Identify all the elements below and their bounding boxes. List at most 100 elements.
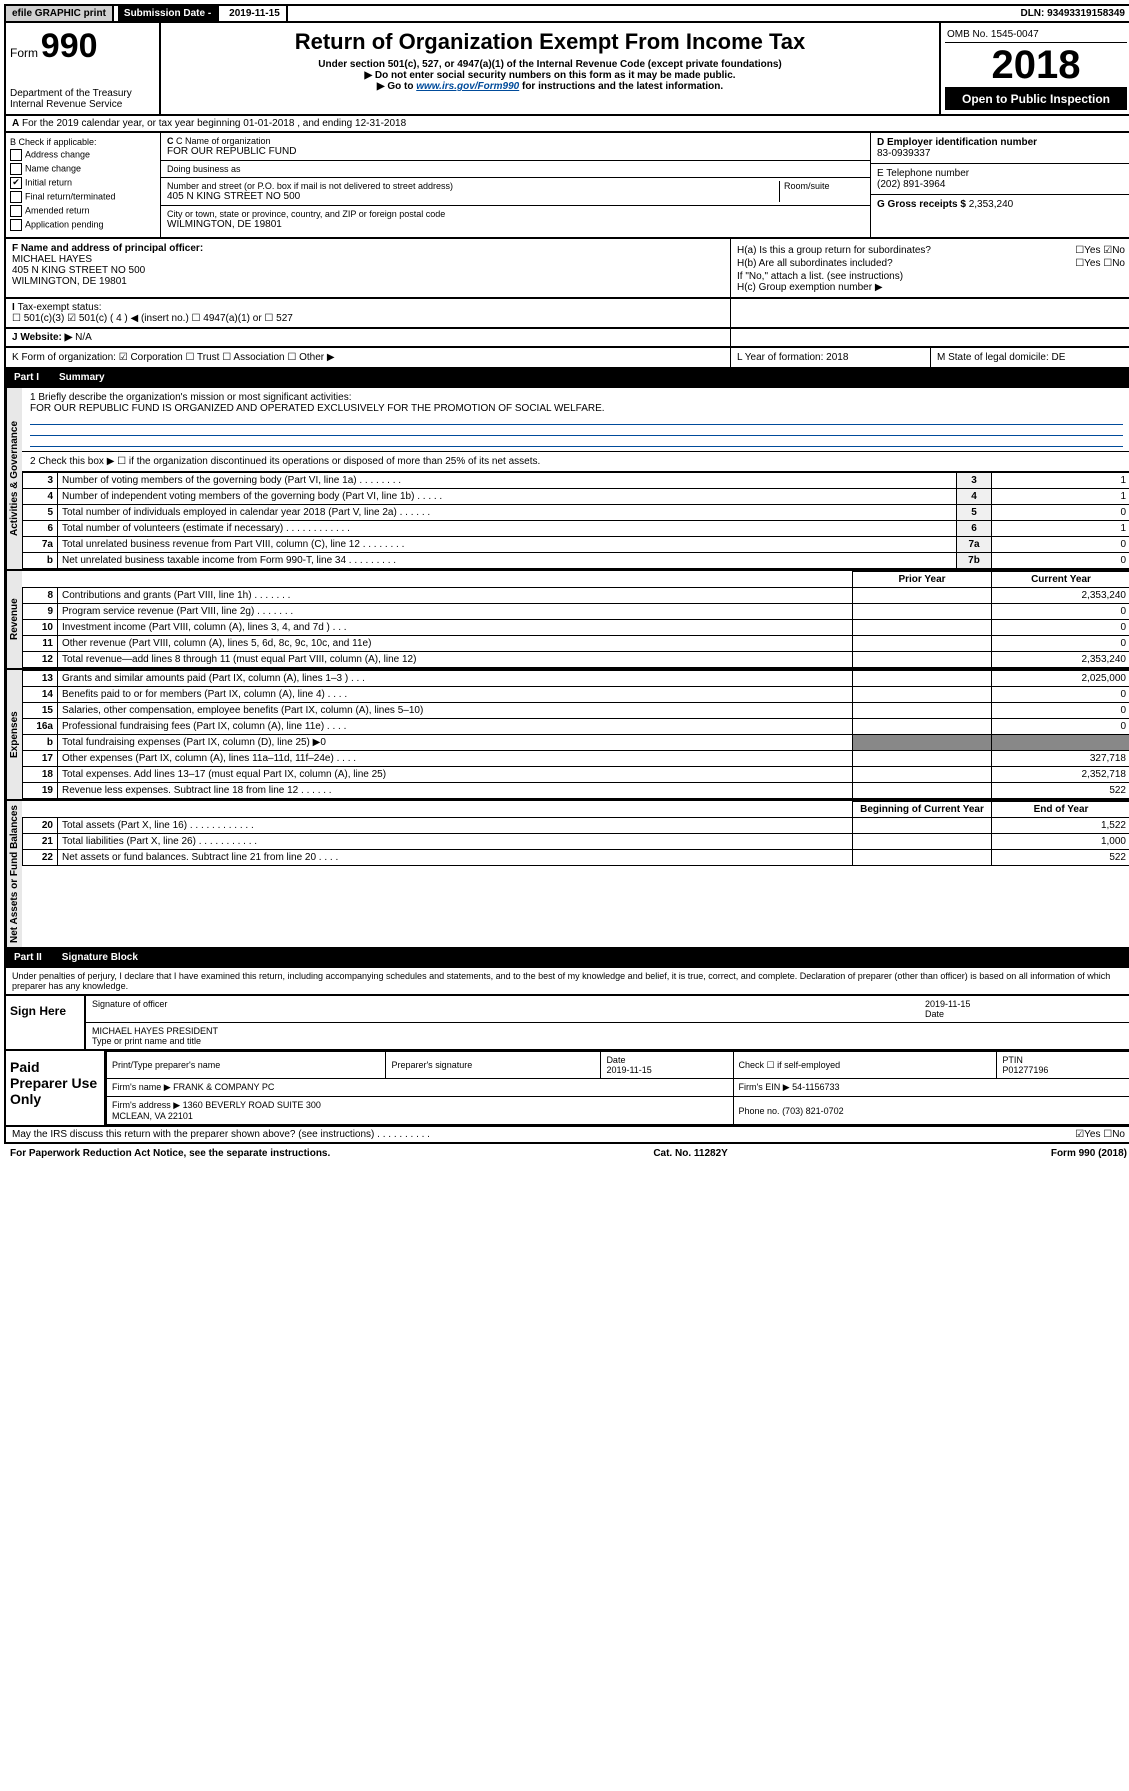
box-b: B Check if applicable: Address change Na… bbox=[6, 133, 161, 237]
table-row: 8Contributions and grants (Part VIII, li… bbox=[23, 588, 1129, 604]
net-assets-side-label: Net Assets or Fund Balances bbox=[6, 801, 22, 947]
check-name-change[interactable]: Name change bbox=[10, 163, 156, 175]
department-label: Department of the Treasury Internal Reve… bbox=[10, 88, 155, 110]
form-note-1: Do not enter social security numbers on … bbox=[165, 70, 935, 81]
tax-year: 2018 bbox=[945, 43, 1127, 88]
addr-value: 405 N KING STREET NO 500 bbox=[167, 191, 779, 202]
table-row: 18Total expenses. Add lines 13–17 (must … bbox=[23, 767, 1129, 783]
q1-value: FOR OUR REPUBLIC FUND IS ORGANIZED AND O… bbox=[30, 403, 1123, 414]
officer-addr2: WILMINGTON, DE 19801 bbox=[12, 276, 724, 287]
website-label: Website: ▶ bbox=[20, 332, 72, 343]
prep-self-emp: Check ☐ if self-employed bbox=[733, 1052, 997, 1079]
header-begin-year: Beginning of Current Year bbox=[853, 802, 992, 818]
sign-here-label: Sign Here bbox=[6, 996, 86, 1049]
governance-section: Activities & Governance 1 Briefly descri… bbox=[4, 388, 1129, 571]
hb-label: H(b) Are all subordinates included? bbox=[737, 258, 893, 269]
submission-date-label: Submission Date - bbox=[118, 6, 219, 21]
table-row: 16aProfessional fundraising fees (Part I… bbox=[23, 719, 1129, 735]
phone-value: (202) 891-3964 bbox=[877, 179, 1125, 190]
org-name-value: FOR OUR REPUBLIC FUND bbox=[167, 146, 864, 157]
gross-value: 2,353,240 bbox=[969, 199, 1014, 210]
officer-addr1: 405 N KING STREET NO 500 bbox=[12, 265, 724, 276]
box-d: D Employer identification number 83-0939… bbox=[871, 133, 1129, 237]
note2-pre: Go to bbox=[387, 81, 416, 92]
blank-line bbox=[30, 436, 1123, 447]
tax-exempt-opts: ☐ 501(c)(3) ☑ 501(c) ( 4 ) ◀ (insert no.… bbox=[12, 313, 293, 324]
check-address-change[interactable]: Address change bbox=[10, 149, 156, 161]
box-c: C C Name of organization FOR OUR REPUBLI… bbox=[161, 133, 871, 237]
part1-title: Summary bbox=[59, 372, 105, 383]
check-application-pending[interactable]: Application pending bbox=[10, 219, 156, 231]
part1-header: Part I Summary bbox=[4, 369, 1129, 388]
table-row: 15Salaries, other compensation, employee… bbox=[23, 703, 1129, 719]
q1-label: 1 Briefly describe the organization's mi… bbox=[30, 392, 1123, 403]
check-initial-return[interactable]: Initial return bbox=[10, 177, 156, 189]
row-klm: K Form of organization: ☑ Corporation ☐ … bbox=[4, 348, 1129, 369]
form990-link[interactable]: www.irs.gov/Form990 bbox=[416, 81, 519, 92]
table-row: 6Total number of volunteers (estimate if… bbox=[23, 521, 1129, 537]
footer-mid: Cat. No. 11282Y bbox=[653, 1148, 727, 1159]
form-title: Return of Organization Exempt From Incom… bbox=[165, 29, 935, 55]
sig-name-value: MICHAEL HAYES PRESIDENT bbox=[92, 1026, 1125, 1036]
row-m-state: M State of legal domicile: DE bbox=[931, 348, 1129, 367]
check-amended-return[interactable]: Amended return bbox=[10, 205, 156, 217]
efile-button[interactable]: efile GRAPHIC print bbox=[6, 6, 114, 21]
form-header: Form 990 Department of the Treasury Inte… bbox=[4, 23, 1129, 116]
firm-ein: Firm's EIN ▶ 54-1156733 bbox=[733, 1079, 1129, 1097]
header-right-box: OMB No. 1545-0047 2018 Open to Public In… bbox=[941, 23, 1129, 114]
tax-exempt-label: Tax-exempt status: bbox=[18, 302, 102, 313]
hb-answer: ☐Yes ☐No bbox=[1075, 258, 1125, 269]
discuss-question: May the IRS discuss this return with the… bbox=[12, 1129, 430, 1140]
form-number-box: Form 990 Department of the Treasury Inte… bbox=[6, 23, 161, 114]
paid-preparer-block: Paid Preparer Use Only Print/Type prepar… bbox=[4, 1051, 1129, 1127]
open-public-badge: Open to Public Inspection bbox=[945, 88, 1127, 110]
ha-answer: ☐Yes ☑No bbox=[1075, 245, 1125, 256]
addr-label: Number and street (or P.O. box if mail i… bbox=[167, 181, 779, 191]
table-row: 12Total revenue—add lines 8 through 11 (… bbox=[23, 652, 1129, 668]
sig-date-label: Date bbox=[925, 1009, 944, 1019]
section-bcd: B Check if applicable: Address change Na… bbox=[4, 133, 1129, 239]
table-row: 19Revenue less expenses. Subtract line 1… bbox=[23, 783, 1129, 799]
firm-phone: Phone no. (703) 821-0702 bbox=[733, 1097, 1129, 1125]
city-value: WILMINGTON, DE 19801 bbox=[167, 219, 864, 230]
table-row: 11Other revenue (Part VIII, column (A), … bbox=[23, 636, 1129, 652]
expenses-table: 13Grants and similar amounts paid (Part … bbox=[22, 670, 1129, 799]
officer-label: F Name and address of principal officer: bbox=[12, 243, 203, 254]
table-row: 22Net assets or fund balances. Subtract … bbox=[23, 850, 1129, 866]
prep-sig-label: Preparer's signature bbox=[386, 1052, 601, 1079]
paid-preparer-label: Paid Preparer Use Only bbox=[6, 1051, 106, 1125]
form-word: Form bbox=[10, 46, 38, 60]
form-number: 990 bbox=[41, 27, 98, 65]
table-row: bNet unrelated business taxable income f… bbox=[23, 553, 1129, 569]
check-final-return[interactable]: Final return/terminated bbox=[10, 191, 156, 203]
revenue-side-label: Revenue bbox=[6, 571, 22, 668]
form-subtitle: Under section 501(c), 527, or 4947(a)(1)… bbox=[165, 59, 935, 70]
ha-label: H(a) Is this a group return for subordin… bbox=[737, 245, 931, 256]
firm-addr: Firm's address ▶ 1360 BEVERLY ROAD SUITE… bbox=[107, 1097, 734, 1125]
table-row: 14Benefits paid to or for members (Part … bbox=[23, 687, 1129, 703]
discuss-row: May the IRS discuss this return with the… bbox=[4, 1127, 1129, 1144]
section-fh: F Name and address of principal officer:… bbox=[4, 239, 1129, 299]
net-assets-table: Beginning of Current Year End of Year 20… bbox=[22, 801, 1129, 866]
governance-side-label: Activities & Governance bbox=[6, 388, 22, 569]
table-row: 7aTotal unrelated business revenue from … bbox=[23, 537, 1129, 553]
form-note-2: Go to www.irs.gov/Form990 for instructio… bbox=[165, 81, 935, 92]
governance-table: 3Number of voting members of the governi… bbox=[22, 472, 1129, 569]
perjury-text: Under penalties of perjury, I declare th… bbox=[4, 968, 1129, 996]
footer: For Paperwork Reduction Act Notice, see … bbox=[4, 1144, 1129, 1163]
prep-date: Date2019-11-15 bbox=[601, 1052, 733, 1079]
firm-name: Firm's name ▶ FRANK & COMPANY PC bbox=[107, 1079, 734, 1097]
row-l-year: L Year of formation: 2018 bbox=[731, 348, 931, 367]
omb-number: OMB No. 1545-0047 bbox=[945, 27, 1127, 43]
header-title-box: Return of Organization Exempt From Incom… bbox=[161, 23, 941, 114]
part1-num: Part I bbox=[14, 372, 39, 383]
table-row: 20Total assets (Part X, line 16) . . . .… bbox=[23, 818, 1129, 834]
discuss-answer: ☑Yes ☐No bbox=[1075, 1129, 1125, 1140]
table-row: 5Total number of individuals employed in… bbox=[23, 505, 1129, 521]
row-a-text: For the 2019 calendar year, or tax year … bbox=[22, 118, 406, 129]
expenses-section: Expenses 13Grants and similar amounts pa… bbox=[4, 670, 1129, 801]
sig-date-value: 2019-11-15 bbox=[925, 999, 970, 1009]
org-name-label: C C Name of organization bbox=[167, 136, 864, 146]
city-label: City or town, state or province, country… bbox=[167, 209, 864, 219]
table-row: 17Other expenses (Part IX, column (A), l… bbox=[23, 751, 1129, 767]
